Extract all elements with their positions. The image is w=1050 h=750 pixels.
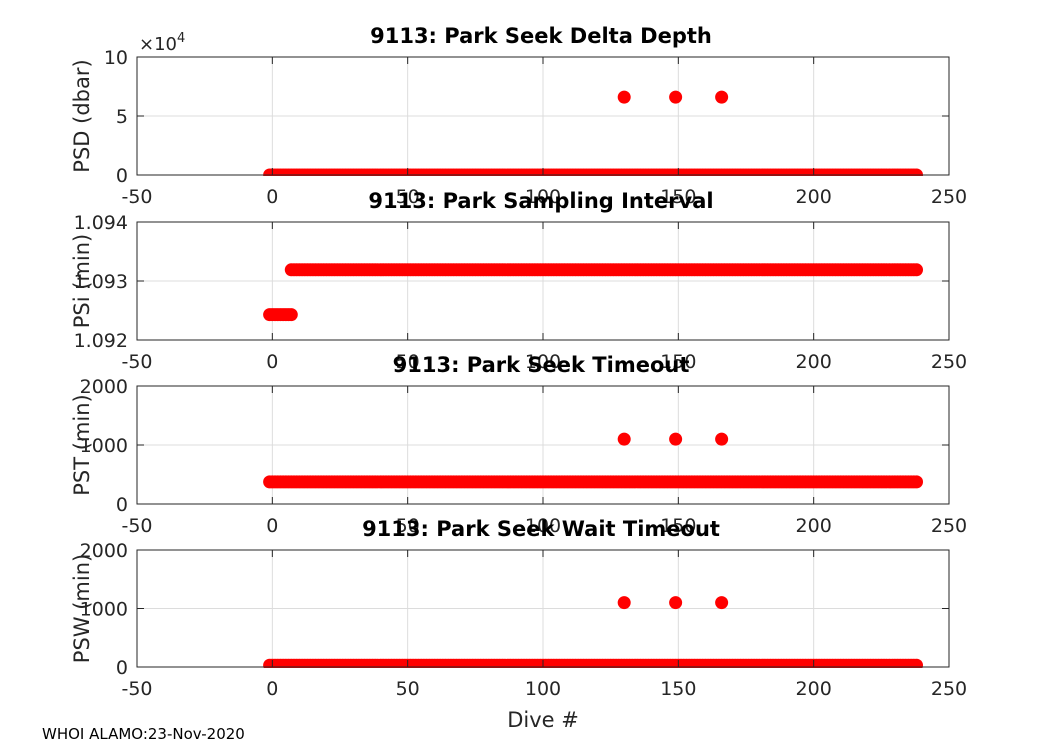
y-tick-label: 1.092 [74, 330, 128, 352]
chart-title: 9113: Park Seek Timeout [393, 353, 690, 377]
chart-title: 9113: Park Sampling Interval [368, 189, 713, 213]
data-markers [263, 90, 924, 176]
x-tick-label: 200 [796, 678, 832, 700]
x-tick-label: -50 [121, 678, 152, 700]
x-tick-label: 150 [660, 515, 696, 537]
y-tick-label: 2000 [80, 540, 128, 562]
x-tick-label: 100 [525, 186, 561, 208]
x-tick-label: 50 [396, 515, 420, 537]
y-tick-label: 5 [116, 106, 128, 128]
y-tick-label: 0 [116, 657, 128, 679]
y-tick-label: 1000 [80, 435, 128, 457]
x-tick-label: 250 [931, 186, 967, 208]
data-point [910, 263, 924, 277]
y-tick-label: 1.094 [74, 212, 128, 234]
data-point [617, 596, 631, 610]
data-point [284, 308, 298, 322]
x-axis-label: Dive # [507, 708, 579, 732]
data-point [617, 90, 631, 104]
data-markers [263, 432, 924, 489]
data-point [669, 432, 683, 446]
x-tick-label: -50 [121, 351, 152, 373]
x-tick-label: 50 [396, 351, 420, 373]
y-axis-label: PSi (min) [70, 234, 94, 329]
y-axis-label: PST (min) [70, 394, 94, 495]
y-axis-label: PSW (min) [70, 554, 94, 663]
data-point [715, 596, 729, 610]
x-tick-label: 150 [660, 351, 696, 373]
x-tick-label: 200 [796, 186, 832, 208]
exponent-power: 4 [177, 31, 185, 46]
y-tick-label: 0 [116, 165, 128, 187]
x-tick-label: 50 [396, 678, 420, 700]
x-tick-label: 100 [525, 678, 561, 700]
chart-title: 9113: Park Seek Wait Timeout [362, 517, 720, 541]
y-tick-label: 10 [104, 47, 128, 69]
x-tick-label: 50 [396, 186, 420, 208]
data-point [715, 432, 729, 446]
data-point [715, 90, 729, 104]
x-tick-label: 0 [266, 186, 278, 208]
data-point [669, 596, 683, 610]
x-tick-label: 150 [660, 678, 696, 700]
data-point [617, 432, 631, 446]
chart-title: 9113: Park Seek Delta Depth [370, 24, 712, 48]
data-point [910, 658, 924, 668]
data-point [910, 168, 924, 176]
x-tick-label: 250 [931, 351, 967, 373]
x-tick-label: 0 [266, 515, 278, 537]
y-tick-label: 0 [116, 494, 128, 516]
x-tick-label: -50 [121, 186, 152, 208]
y-tick-label: 1000 [80, 599, 128, 621]
y-tick-label: 2000 [80, 376, 128, 398]
x-tick-label: 0 [266, 351, 278, 373]
x-tick-label: 150 [660, 186, 696, 208]
exponent-base: ×10 [139, 34, 177, 55]
x-tick-label: 200 [796, 351, 832, 373]
x-tick-label: 200 [796, 515, 832, 537]
x-tick-label: 250 [931, 515, 967, 537]
y-exponent-label: ×104 [139, 31, 185, 55]
data-markers [263, 596, 924, 668]
y-tick-label: 1.093 [74, 271, 128, 293]
x-tick-label: 250 [931, 678, 967, 700]
x-tick-label: 100 [525, 515, 561, 537]
x-tick-label: -50 [121, 515, 152, 537]
x-tick-label: 100 [525, 351, 561, 373]
data-point [910, 475, 924, 489]
footer-caption: WHOI ALAMO:23-Nov-2020 [42, 725, 245, 743]
data-point [669, 90, 683, 104]
x-tick-label: 0 [266, 678, 278, 700]
data-markers [263, 263, 924, 322]
y-axis-label: PSD (dbar) [70, 59, 94, 172]
